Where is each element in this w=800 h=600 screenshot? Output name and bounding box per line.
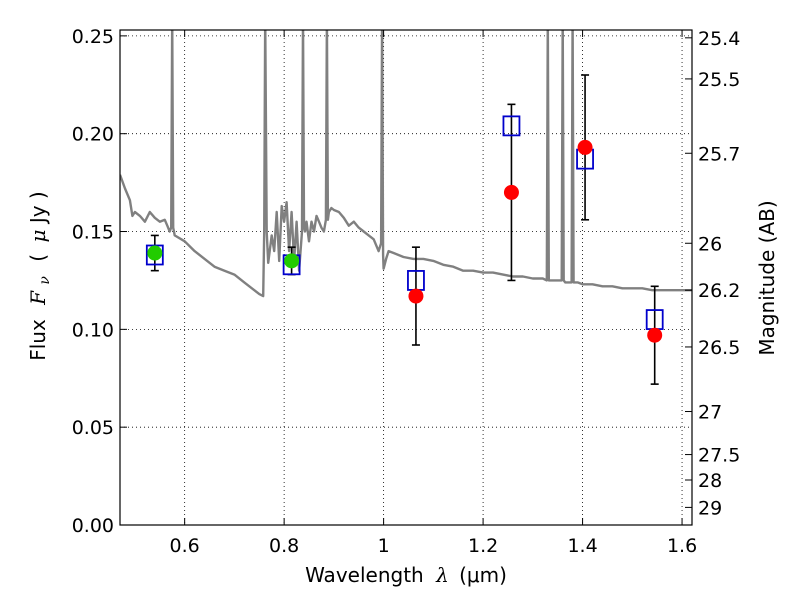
observed-optical-point [284, 253, 300, 269]
y2-tick-label: 25.5 [698, 69, 740, 91]
y2-tick-label: 25.7 [698, 143, 740, 165]
x-axis-label: Wavelength λ (μm) [305, 563, 507, 587]
y2-axis-ticks: 25.4 25.5 25.7 26 26.2 26.5 27 27.5 28 29 [685, 28, 740, 519]
y2-axis-label: Magnitude (AB) [755, 200, 779, 355]
y-axis-label: Flux F ν ( μ Jy ) [26, 191, 54, 361]
x-tick-label: 1.2 [468, 535, 498, 557]
y2-tick-label: 27.5 [698, 445, 740, 467]
sed-model-line [120, 30, 692, 298]
observed-nir-point [408, 288, 424, 304]
y-tick-label: 0.10 [72, 319, 114, 341]
observed-nir-point [503, 184, 519, 200]
y2-tick-label: 26 [698, 233, 722, 255]
plot-frame [119, 29, 693, 526]
y2-tick-label: 27 [698, 402, 722, 424]
plot-border [119, 29, 693, 526]
observed-nir-point [577, 139, 593, 155]
model-photometry-square [145, 244, 164, 266]
y-tick-label: 0.20 [72, 124, 114, 146]
y2-tick-label: 26.2 [698, 280, 740, 302]
y-tick-label: 0.25 [72, 26, 114, 48]
x-tick-label: 1.6 [667, 535, 697, 557]
observed-nir-point [647, 327, 663, 343]
y2-tick-label: 26.5 [698, 337, 740, 359]
y-tick-label: 0.15 [72, 222, 114, 244]
y2-tick-label: 29 [698, 497, 722, 519]
observed-optical-point [147, 245, 163, 261]
x-tick-label: 0.6 [170, 535, 200, 557]
x-tick-label: 1 [378, 535, 390, 557]
grid [120, 30, 692, 526]
error-bars [150, 74, 659, 385]
x-axis-ticks: 0.6 0.8 1 1.2 1.4 1.6 [170, 30, 697, 557]
sed-model-curve [120, 30, 692, 298]
y-tick-label: 0.05 [72, 417, 114, 439]
x-tick-label: 1.4 [567, 535, 597, 557]
model-photometry-square [502, 115, 521, 137]
observed-photometry-markers [147, 139, 663, 343]
y-axis-ticks: 0.00 0.05 0.10 0.15 0.20 0.25 [72, 26, 127, 537]
y2-tick-label: 28 [698, 470, 722, 492]
y-tick-label: 0.00 [72, 515, 114, 537]
x-tick-label: 0.8 [269, 535, 299, 557]
y2-tick-label: 25.4 [698, 28, 740, 50]
